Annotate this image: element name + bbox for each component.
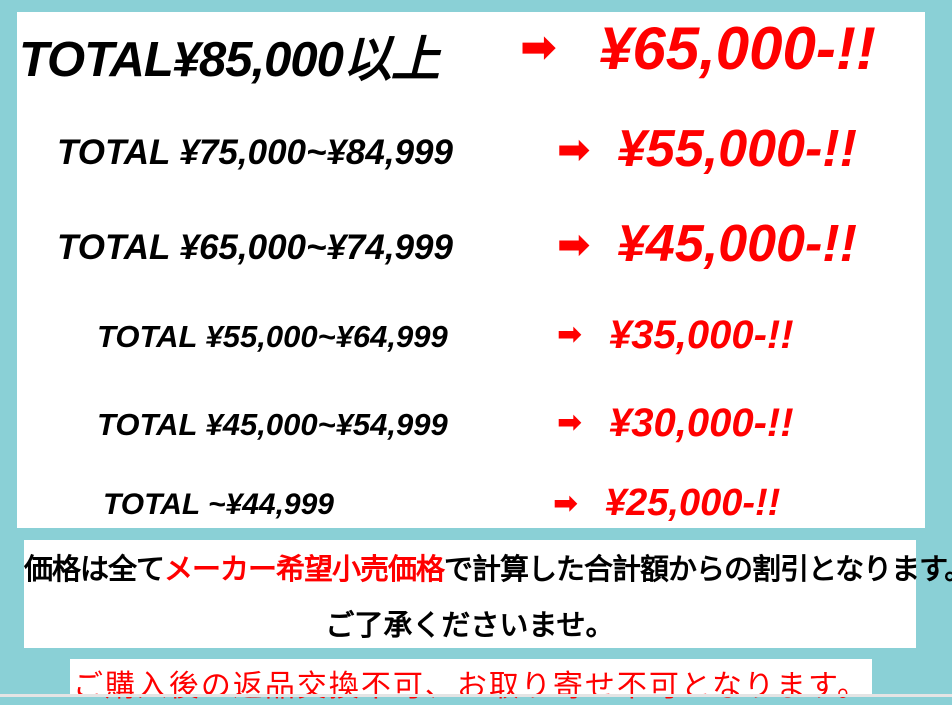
tier-range: TOTAL ¥55,000~¥64,999 <box>97 319 448 354</box>
right-arrow-icon: ➡ <box>557 318 583 351</box>
tier-range: TOTAL ¥65,000~¥74,999 <box>57 228 453 267</box>
bottom-strip <box>0 694 952 697</box>
tier-price: ¥30,000-!! <box>609 401 794 445</box>
pricing-note: 価格は全てメーカー希望小売価格で計算した合計額からの割引となります。 ご了承くだ… <box>24 540 952 648</box>
tier-price: ¥55,000-!! <box>617 120 857 178</box>
right-arrow-icon: ➡ <box>553 487 579 520</box>
tier-price: ¥25,000-!! <box>605 482 781 524</box>
warning-text: ご購入後の返品交換不可、お取り寄せ不可となります。 <box>72 670 870 703</box>
right-arrow-icon: ➡ <box>520 23 557 72</box>
note-text: 価格は全て <box>24 554 165 586</box>
price-table-panel: TOTAL¥85,000以上 ➡ ¥65,000-!! TOTAL ¥75,00… <box>17 12 925 528</box>
right-arrow-icon: ➡ <box>557 223 591 267</box>
tier-price: ¥35,000-!! <box>609 313 794 357</box>
tier-range: TOTAL ¥75,000~¥84,999 <box>57 133 453 172</box>
note-text: で計算した合計額からの割引となります。 <box>444 554 952 586</box>
tier-range: TOTAL ~¥44,999 <box>103 488 334 521</box>
tier-price: ¥65,000-!! <box>599 15 876 82</box>
right-arrow-icon: ➡ <box>557 128 591 172</box>
note-line-1: 価格は全てメーカー希望小売価格で計算した合計額からの割引となります。 <box>24 546 952 588</box>
tier-range: TOTAL¥85,000以上 <box>19 33 440 87</box>
right-arrow-icon: ➡ <box>557 406 583 439</box>
tier-price: ¥45,000-!! <box>617 215 857 273</box>
note-line-2: ご了承くださいませ。 <box>325 610 615 642</box>
note-highlight: メーカー希望小売価格 <box>164 554 445 586</box>
tier-range: TOTAL ¥45,000~¥54,999 <box>97 407 448 442</box>
return-warning: ご購入後の返品交換不可、お取り寄せ不可となります。 <box>70 659 872 703</box>
